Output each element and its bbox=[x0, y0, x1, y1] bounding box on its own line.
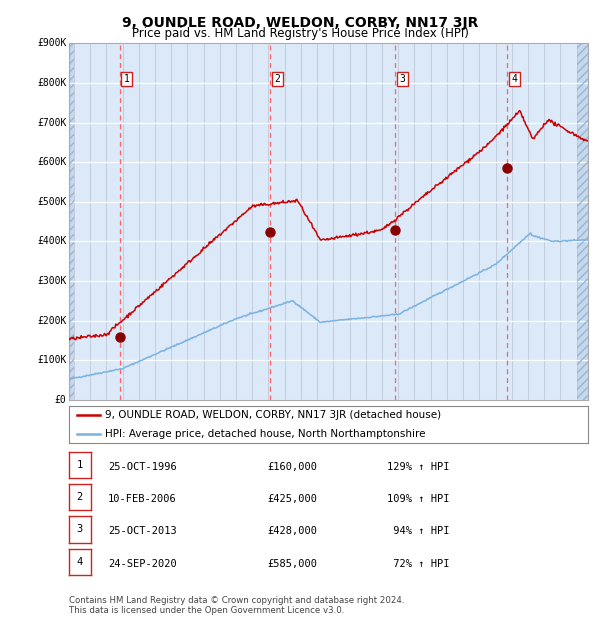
Text: 25-OCT-1996: 25-OCT-1996 bbox=[108, 462, 177, 472]
Text: £585,000: £585,000 bbox=[267, 559, 317, 569]
Bar bbox=[69, 43, 74, 400]
Text: 2014: 2014 bbox=[398, 406, 407, 427]
Text: 4: 4 bbox=[511, 74, 517, 84]
Text: 2017: 2017 bbox=[447, 406, 456, 427]
Text: £900K: £900K bbox=[37, 38, 67, 48]
Text: 129% ↑ HPI: 129% ↑ HPI bbox=[387, 462, 449, 472]
Text: 9, OUNDLE ROAD, WELDON, CORBY, NN17 3JR: 9, OUNDLE ROAD, WELDON, CORBY, NN17 3JR bbox=[122, 16, 478, 30]
Text: £400K: £400K bbox=[37, 236, 67, 247]
Text: 2020: 2020 bbox=[496, 406, 505, 427]
Text: £600K: £600K bbox=[37, 157, 67, 167]
Text: 2011: 2011 bbox=[350, 406, 359, 427]
Text: 1999: 1999 bbox=[155, 406, 164, 427]
Text: £160,000: £160,000 bbox=[267, 462, 317, 472]
Text: 2007: 2007 bbox=[285, 406, 294, 427]
Text: 2002: 2002 bbox=[203, 406, 212, 427]
Text: 2005: 2005 bbox=[252, 406, 261, 427]
Text: 94% ↑ HPI: 94% ↑ HPI bbox=[387, 526, 449, 536]
Text: 2016: 2016 bbox=[431, 406, 440, 427]
Text: 3: 3 bbox=[77, 525, 83, 534]
Text: Contains HM Land Registry data © Crown copyright and database right 2024.
This d: Contains HM Land Registry data © Crown c… bbox=[69, 596, 404, 615]
Text: 1994: 1994 bbox=[74, 406, 83, 427]
Text: 2003: 2003 bbox=[220, 406, 229, 427]
Text: 2022: 2022 bbox=[528, 406, 537, 427]
Text: 1996: 1996 bbox=[106, 406, 115, 427]
Text: 2024: 2024 bbox=[560, 406, 569, 427]
Text: 1997: 1997 bbox=[122, 406, 131, 427]
Text: 2: 2 bbox=[274, 74, 280, 84]
Text: 9, OUNDLE ROAD, WELDON, CORBY, NN17 3JR (detached house): 9, OUNDLE ROAD, WELDON, CORBY, NN17 3JR … bbox=[106, 410, 442, 420]
Text: £100K: £100K bbox=[37, 355, 67, 365]
Text: 2: 2 bbox=[77, 492, 83, 502]
Bar bbox=[577, 43, 588, 400]
Text: 2012: 2012 bbox=[366, 406, 375, 427]
Text: 109% ↑ HPI: 109% ↑ HPI bbox=[387, 494, 449, 504]
Text: 2019: 2019 bbox=[479, 406, 488, 427]
Text: 72% ↑ HPI: 72% ↑ HPI bbox=[387, 559, 449, 569]
Text: 1: 1 bbox=[77, 460, 83, 470]
Text: £700K: £700K bbox=[37, 118, 67, 128]
Text: 1998: 1998 bbox=[139, 406, 148, 427]
Text: £200K: £200K bbox=[37, 316, 67, 326]
Text: 25-OCT-2013: 25-OCT-2013 bbox=[108, 526, 177, 536]
Text: 2008: 2008 bbox=[301, 406, 310, 427]
Text: £428,000: £428,000 bbox=[267, 526, 317, 536]
Text: 24-SEP-2020: 24-SEP-2020 bbox=[108, 559, 177, 569]
Text: 2015: 2015 bbox=[415, 406, 424, 427]
Text: 2004: 2004 bbox=[236, 406, 245, 427]
Text: £425,000: £425,000 bbox=[267, 494, 317, 504]
Text: 2010: 2010 bbox=[334, 406, 343, 427]
Text: £800K: £800K bbox=[37, 78, 67, 88]
Text: 2023: 2023 bbox=[544, 406, 553, 427]
Bar bbox=[577, 43, 588, 400]
Text: Price paid vs. HM Land Registry's House Price Index (HPI): Price paid vs. HM Land Registry's House … bbox=[131, 27, 469, 40]
Text: £500K: £500K bbox=[37, 197, 67, 207]
Text: 1995: 1995 bbox=[90, 406, 99, 427]
Text: 2018: 2018 bbox=[463, 406, 472, 427]
Text: 2009: 2009 bbox=[317, 406, 326, 427]
Text: 2025: 2025 bbox=[577, 406, 586, 427]
Text: 4: 4 bbox=[77, 557, 83, 567]
Text: 2013: 2013 bbox=[382, 406, 391, 427]
Text: 2000: 2000 bbox=[171, 406, 180, 427]
Text: £0: £0 bbox=[55, 395, 67, 405]
Text: HPI: Average price, detached house, North Northamptonshire: HPI: Average price, detached house, Nort… bbox=[106, 429, 426, 439]
Text: 2001: 2001 bbox=[187, 406, 196, 427]
Text: 1: 1 bbox=[124, 74, 130, 84]
Text: 2006: 2006 bbox=[268, 406, 277, 427]
Text: £300K: £300K bbox=[37, 276, 67, 286]
Text: 3: 3 bbox=[400, 74, 405, 84]
Text: 10-FEB-2006: 10-FEB-2006 bbox=[108, 494, 177, 504]
Bar bbox=[69, 43, 74, 400]
Text: 2021: 2021 bbox=[512, 406, 521, 427]
